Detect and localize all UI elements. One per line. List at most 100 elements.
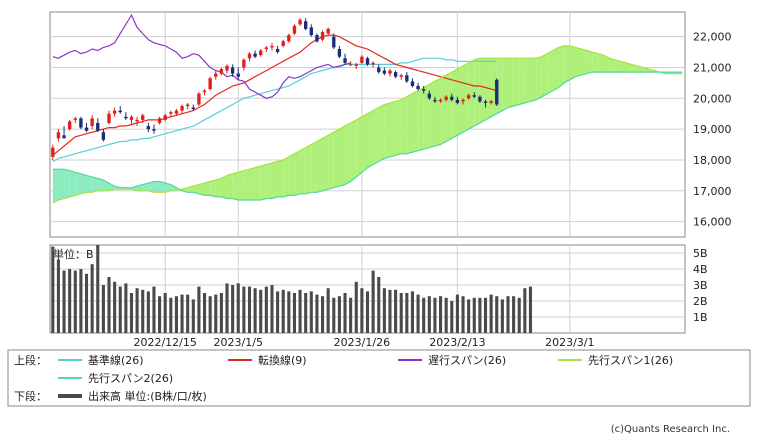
cloud-segment — [373, 107, 379, 165]
cloud-segment — [80, 173, 87, 194]
cloud-segment — [97, 178, 104, 191]
candle-body — [478, 96, 482, 102]
volume-bar — [242, 286, 246, 333]
volume-bar — [141, 289, 145, 333]
copyright-text: (c)Quants Research Inc. — [610, 424, 730, 435]
cloud-segment — [552, 47, 559, 91]
volume-bar — [467, 299, 471, 333]
candle-body — [309, 27, 313, 36]
cloud-segment — [288, 153, 295, 196]
price-y-tick-label: 22,000 — [693, 31, 732, 44]
volume-bar — [197, 286, 201, 333]
candle-body — [67, 121, 72, 130]
candle-body — [315, 35, 319, 42]
volume-bar — [427, 296, 431, 333]
volume-bar — [62, 270, 66, 333]
candle-body — [79, 118, 83, 128]
price-y-tick-label: 21,000 — [693, 61, 732, 74]
candle-body — [253, 53, 257, 57]
candle-body — [73, 118, 77, 120]
volume-bar — [343, 293, 347, 333]
volume-unit-label: 単位：B — [53, 247, 94, 261]
candle-body — [472, 95, 476, 97]
volume-bar — [113, 281, 117, 333]
cloud-segment — [271, 161, 278, 199]
candle-body — [157, 118, 162, 123]
cloud-segment — [243, 169, 250, 201]
candle-body — [438, 99, 443, 102]
candle-body — [422, 89, 426, 91]
cloud-segment — [227, 173, 233, 199]
candle-body — [202, 90, 207, 93]
candle-body — [360, 56, 364, 63]
volume-bar — [118, 286, 122, 333]
volume-bar — [236, 283, 240, 333]
cloud-segment — [440, 75, 447, 145]
volume-bar — [377, 277, 381, 333]
candle-body — [326, 28, 330, 34]
candle-body — [399, 75, 403, 77]
candle-body — [455, 99, 460, 103]
candle-body — [135, 119, 139, 122]
cloud-segment — [625, 62, 632, 73]
series-line-senkou1 — [52, 45, 683, 204]
cloud-segment — [502, 58, 508, 111]
volume-bar — [292, 293, 296, 333]
candle-body — [281, 41, 285, 46]
candle-body — [371, 62, 375, 65]
candle-body — [129, 116, 134, 120]
volume-bar — [298, 289, 302, 333]
candle-body — [84, 127, 89, 131]
candle-body — [174, 110, 179, 114]
cloud-segment — [451, 69, 458, 139]
cloud-segment — [412, 90, 419, 153]
cloud-segment — [603, 55, 610, 73]
price-y-tick-label: 20,000 — [693, 92, 732, 105]
volume-bar — [129, 293, 134, 333]
volume-bar — [382, 288, 386, 333]
volume-bar — [483, 297, 488, 333]
volume-bar — [219, 293, 223, 333]
cloud-segment — [620, 61, 626, 73]
volume-bar — [124, 283, 128, 333]
volume-bar — [186, 294, 190, 333]
candle-body — [197, 93, 201, 105]
cloud-segment — [536, 56, 542, 100]
cloud-segment — [474, 58, 480, 127]
cloud-segment — [294, 150, 301, 196]
cloud-segment — [153, 181, 160, 193]
volume-bar — [202, 293, 207, 333]
volume-bar — [247, 286, 252, 333]
cloud-segment — [485, 58, 492, 120]
cloud-segment — [64, 169, 70, 199]
cloud-segment — [322, 135, 329, 191]
volume-bar — [225, 283, 229, 333]
candle-body — [304, 21, 308, 29]
volume-bar — [399, 293, 403, 333]
volume-bars — [51, 245, 533, 333]
candle-body — [461, 99, 465, 102]
volume-bar — [528, 286, 533, 333]
candle-body — [275, 48, 280, 53]
cloud-segment — [586, 50, 593, 74]
cloud-segment — [614, 59, 621, 73]
candle-body — [427, 93, 431, 99]
volume-bar — [152, 286, 156, 333]
volume-bar — [169, 297, 173, 333]
volume-bar — [259, 289, 263, 333]
cloud-segment — [170, 184, 177, 191]
candle-body — [230, 67, 235, 74]
volume-bar — [349, 297, 353, 333]
volume-bar — [191, 299, 195, 333]
candle-body — [483, 101, 488, 103]
volume-bar — [163, 293, 167, 333]
candle-body — [214, 73, 218, 77]
candle-body — [185, 104, 190, 107]
candle-body — [444, 96, 448, 100]
volume-y-tick-label: 5B — [693, 247, 708, 260]
volume-bar — [332, 297, 336, 333]
volume-bar — [517, 297, 521, 333]
cloud-segment — [255, 166, 261, 201]
price-y-tick-label: 17,000 — [693, 185, 732, 198]
cloud-segment — [507, 58, 514, 108]
